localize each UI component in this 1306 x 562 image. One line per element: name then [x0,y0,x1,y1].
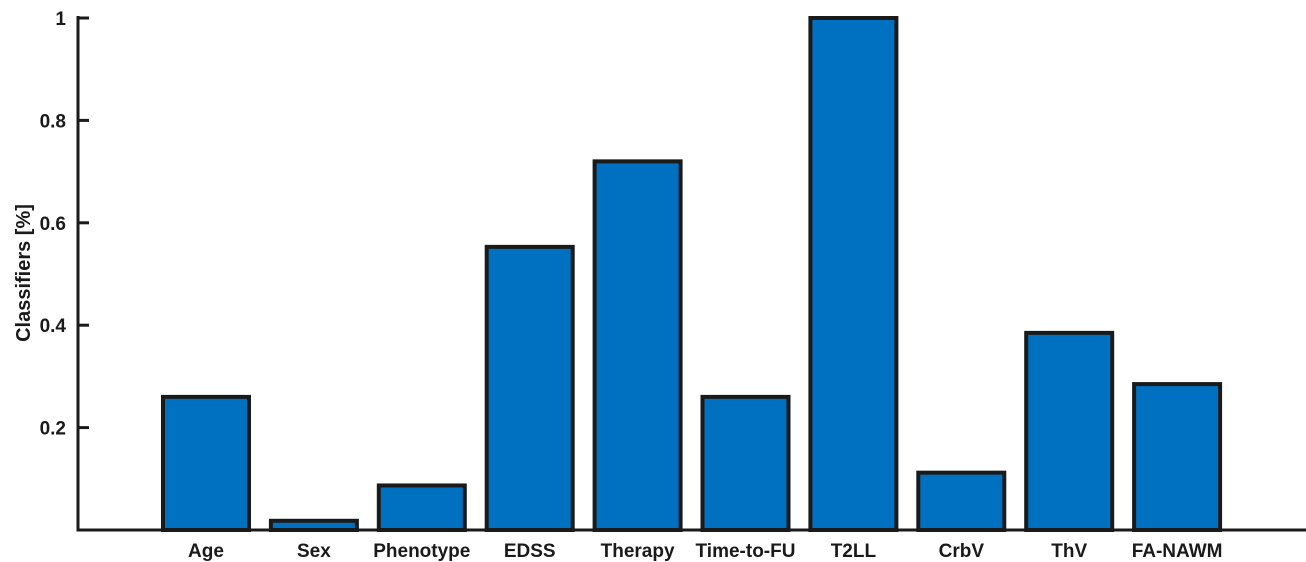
y-tick-label: 0.4 [40,316,67,337]
bar-therapy [592,159,683,533]
x-tick-label: Sex [297,541,331,562]
y-tick-label: 1 [55,9,66,30]
y-tick-label: 0.8 [40,111,66,132]
x-tick-label: Therapy [601,541,675,562]
x-tick-label: CrbV [939,541,985,562]
x-tick-labels-group: Age Sex Phenotype EDSS Therapy Time-to-FU T2LL… [188,541,1222,562]
bar-fa-nawm [1132,382,1223,532]
x-tick-label: T2LL [831,541,877,562]
y-tick-label: 0.6 [40,214,66,235]
bar-edss [484,244,575,532]
bar-age [161,394,251,532]
bar-t2ll [808,16,899,532]
bar-time-to-fu [700,394,791,532]
x-tick-label: FA-NAWM [1132,541,1223,562]
bars-group [161,16,1223,533]
y-axis-title: Classifiers [%] [13,204,35,342]
bar-crbv [916,470,1007,533]
x-tick-label: Age [188,541,224,562]
x-tick-label: EDSS [504,541,556,562]
y-ticks-group: 0.2 0.4 0.6 0.8 1 [40,9,89,440]
x-tick-label: Time-to-FU [696,541,796,562]
bar-phenotype [376,483,467,532]
x-tick-label: ThV [1051,541,1087,562]
bar-thv [1024,330,1115,532]
x-tick-label: Phenotype [373,541,470,562]
axes-group [76,16,1306,532]
y-tick-label: 0.2 [40,419,66,440]
